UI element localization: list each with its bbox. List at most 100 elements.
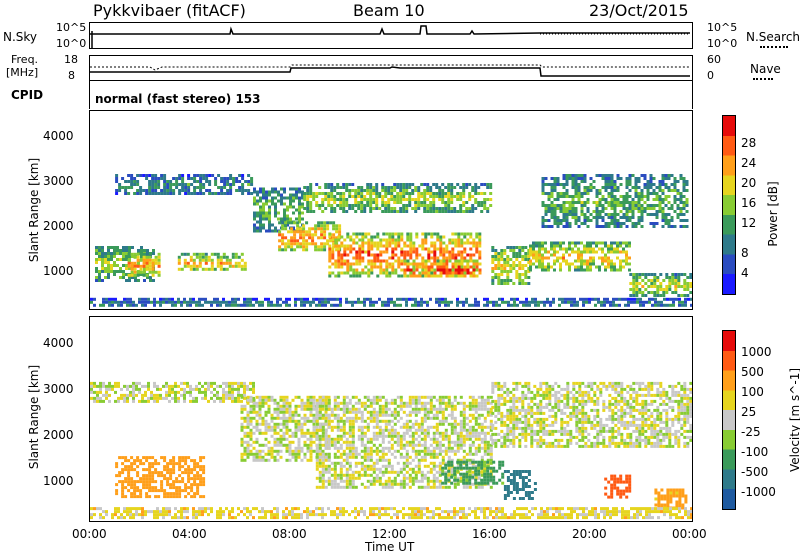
velocity-cell-band-2 (351, 422, 355, 426)
power-cell-band-13 (186, 300, 189, 304)
velocity-cell-band-2 (345, 476, 349, 480)
velocity-cell-band-2 (456, 458, 460, 462)
power-cell-band-3 (223, 186, 227, 189)
power-cell-band-7 (394, 259, 398, 263)
power-cell-band-6 (306, 210, 310, 213)
power-cell-band-6 (423, 183, 427, 186)
power-cell-band-4 (253, 187, 256, 191)
velocity-cell-band-2 (435, 437, 439, 441)
velocity-cell-band-2 (450, 422, 454, 426)
power-cell-band-11 (583, 189, 587, 192)
power-cell-band-11 (574, 183, 578, 186)
velocity-cell-band-2 (465, 437, 469, 441)
power-cell-band-7 (388, 256, 392, 260)
power-cell-band-0 (110, 246, 113, 249)
power-cell-band-13 (612, 300, 615, 304)
power-cell-band-6 (372, 201, 376, 204)
power-cell-band-11 (574, 189, 578, 192)
power-cell-band-7 (403, 241, 407, 245)
velocity-cell-band-1 (303, 434, 307, 438)
power-cell-band-12 (659, 288, 663, 291)
velocity-cell-band-1 (255, 440, 259, 444)
power-cell-band-7 (367, 247, 371, 251)
power-cell-band-8 (406, 268, 410, 272)
velocity-cell-band-0 (168, 399, 171, 403)
power-cell-band-13 (660, 300, 663, 304)
power-cell-band-8 (427, 274, 431, 278)
velocity-cell-band-1 (276, 404, 280, 408)
velocity-cell-band-2 (420, 425, 424, 429)
power-cell-band-7 (415, 247, 419, 251)
power-cell-band-8 (469, 274, 473, 278)
velocity-cell-band-2 (348, 455, 352, 459)
velocity-cell-band-0 (165, 396, 168, 400)
velocity-cell-band-0 (231, 393, 234, 397)
velocity-cell-band-2 (339, 443, 343, 447)
power-cell-band-2 (186, 264, 190, 268)
power-cell-band-9 (506, 270, 510, 273)
power-cell-band-6 (483, 198, 487, 201)
velocity-cell-band-2 (348, 443, 352, 447)
power-cell-band-7 (337, 247, 341, 251)
power-cell-band-6 (441, 189, 445, 192)
power-cell-band-13 (111, 297, 114, 301)
velocity-cell-band-2 (357, 398, 361, 402)
power-cell-band-13 (441, 300, 444, 304)
power-cell-band-13 (279, 297, 282, 301)
power-cell-band-10 (604, 259, 607, 263)
power-cell-band-7 (478, 235, 482, 239)
velocity-cell-band-0 (177, 399, 180, 403)
power-cell-band-6 (363, 189, 367, 192)
power-cell-band-9 (521, 249, 525, 252)
power-cell-band-11 (613, 186, 617, 189)
velocity-cell-band-2 (453, 416, 457, 420)
velocity-cell-band-1 (249, 434, 253, 438)
power-cell-band-7 (445, 256, 449, 260)
power-cell-band-5 (323, 248, 327, 252)
power-cell-band-3 (175, 183, 179, 186)
power-cell-band-3 (247, 183, 251, 186)
power-cell-band-4 (274, 187, 277, 191)
velocity-cell-band-1 (267, 425, 271, 429)
power-cell-band-11 (571, 204, 575, 207)
power-cell-band-10 (550, 265, 553, 269)
power-cell-band-9 (524, 270, 528, 273)
velocity-cell-band-2 (372, 437, 376, 441)
velocity-cell-band-0 (159, 393, 162, 397)
velocity-cell-band-2 (381, 395, 385, 399)
velocity-cell-band-2 (369, 452, 373, 456)
power-cell-band-8 (469, 265, 473, 269)
power-cell-band-13 (165, 297, 168, 301)
power-cell-band-7 (469, 253, 473, 257)
velocity-cell-band-1 (285, 401, 289, 405)
power-cell-band-8 (442, 262, 446, 266)
power-cell-band-13 (243, 300, 246, 304)
power-cell-band-6 (468, 192, 472, 195)
power-cell-band-7 (409, 235, 413, 239)
power-cell-band-4 (292, 193, 295, 197)
velocity-cell-band-2 (402, 473, 406, 477)
power-cell-band-10 (586, 241, 589, 245)
power-cell-band-7 (379, 253, 383, 257)
power-cell-band-4 (280, 217, 283, 221)
power-cell-band-13 (567, 300, 570, 304)
power-cell-band-13 (687, 297, 690, 301)
velocity-cell-band-1 (255, 455, 259, 459)
velocity-cell-band-2 (408, 398, 412, 402)
power-cell-band-11 (634, 186, 638, 189)
velocity-cell-band-2 (438, 401, 442, 405)
power-cell-band-6 (303, 192, 307, 195)
velocity-cell-band-2 (345, 446, 349, 450)
power-cell-band-7 (376, 235, 380, 239)
velocity-cell-band-0 (252, 390, 255, 394)
velocity-cell-band-2 (411, 440, 415, 444)
power-cell-band-11 (631, 174, 635, 177)
velocity-cell-band-0 (126, 384, 129, 388)
power-cell-band-7 (373, 256, 377, 260)
power-cell-band-6 (417, 207, 421, 210)
power-cell-band-6 (459, 186, 463, 189)
velocity-cell-band-2 (408, 440, 412, 444)
power-cell-band-0 (128, 255, 131, 258)
velocity-cell-band-2 (345, 470, 349, 474)
power-cell-band-7 (367, 268, 371, 272)
